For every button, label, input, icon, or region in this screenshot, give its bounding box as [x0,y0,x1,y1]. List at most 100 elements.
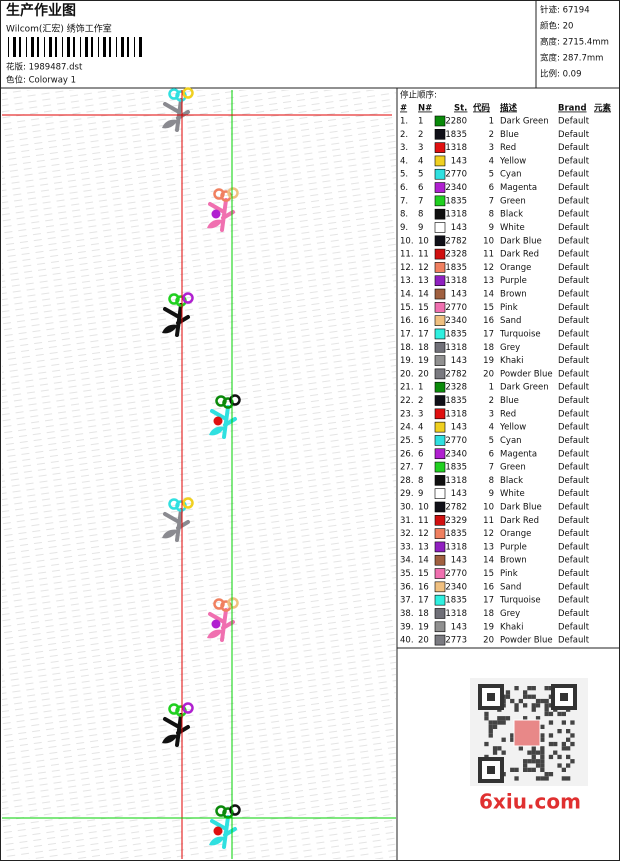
design-background [2,90,396,859]
brand: Default [558,170,590,180]
qr-dot [492,724,498,729]
bud [213,416,223,426]
code: 1318 [445,210,467,220]
qr-dot [540,759,545,764]
stop-number: 12. [400,263,414,273]
needle: 11 [418,250,429,260]
info-item: 宽度: 287.7mm [540,53,603,64]
sequence: 14 [483,556,494,566]
qr-dot [561,776,566,781]
sequence: 6 [489,449,494,459]
description: Cyan [500,436,522,446]
qr-dot [540,754,545,760]
qr-dot [523,694,528,699]
color-swatch [434,235,446,247]
code: 1318 [445,542,467,552]
column-header: 描述 [500,103,518,114]
watermark: 6xiu.com [479,790,581,814]
needle: 16 [418,316,429,326]
description: Orange [500,529,531,539]
stop-number: 35. [400,569,414,579]
brand: Default [558,383,590,393]
qr-dot [527,759,532,764]
qr-dot [505,716,511,721]
leaf [162,119,178,129]
qr-dot [488,724,493,729]
sequence: 8 [489,210,494,220]
needle: 15 [418,569,429,579]
qr-dot [540,763,545,768]
color-swatch [434,115,446,127]
description: Brown [500,290,527,300]
color-swatch [434,341,446,353]
color-swatch [434,461,446,473]
color-swatch [434,514,446,526]
brand: Default [558,502,590,512]
brand: Default [558,622,590,632]
qr-dot [523,759,528,764]
bar [19,37,21,57]
qr-dot [548,694,554,699]
stop-number: 8. [400,210,408,220]
sequence: 14 [483,290,494,300]
qr-dot [540,733,545,738]
sequence: 19 [483,356,494,366]
description: Orange [500,263,531,273]
petal [227,187,239,199]
qr-dot [523,716,528,721]
needle: 11 [418,516,429,526]
qr-dot [497,716,502,721]
sequence: 6 [489,183,494,193]
qr-dot [523,763,528,768]
needle: 19 [418,622,429,632]
description: White [500,223,525,233]
qr-dot [566,763,571,768]
brand: Default [558,183,590,193]
qr-dot [544,772,549,777]
qr-dot [570,759,575,764]
bar [44,37,45,57]
code: 143 [451,556,467,566]
stop-number: 29. [400,489,414,499]
color-swatch [434,142,446,153]
color-swatch [434,381,446,393]
needle: 14 [418,290,429,300]
brand: Default [558,609,590,619]
qr-dot [544,707,549,712]
color-swatch [434,581,446,593]
stop-number: 36. [400,582,414,592]
petal [168,88,180,100]
title: 生产作业图 [6,2,76,19]
brand: Default [558,316,590,326]
qr-dot [570,720,575,725]
sequence: 7 [489,196,494,206]
bud [211,209,221,219]
code: 143 [451,622,467,632]
qr-dot [548,686,554,691]
color-swatch [434,208,446,220]
bar [98,37,99,57]
description: Powder Blue [500,369,553,379]
stop-number: 26. [400,449,414,459]
petal [229,804,241,816]
code: 143 [451,489,467,499]
description: Yellow [499,156,526,166]
qr-dot [497,746,502,751]
needle: 14 [418,556,429,566]
bar [31,37,34,57]
brand: Default [558,636,590,646]
stem [208,608,235,642]
needle: 18 [418,609,429,619]
qr-dot [523,703,528,708]
qr-dot [531,759,536,764]
bar [37,37,39,57]
bar [91,37,93,57]
qr-dot [535,703,541,708]
code: 1318 [445,343,467,353]
description: Dark Green [500,117,549,127]
qr-dot [488,729,493,734]
qr-dot [514,767,519,772]
brand: Default [558,263,590,273]
brand: Default [558,463,590,473]
qr-dot [548,733,554,738]
